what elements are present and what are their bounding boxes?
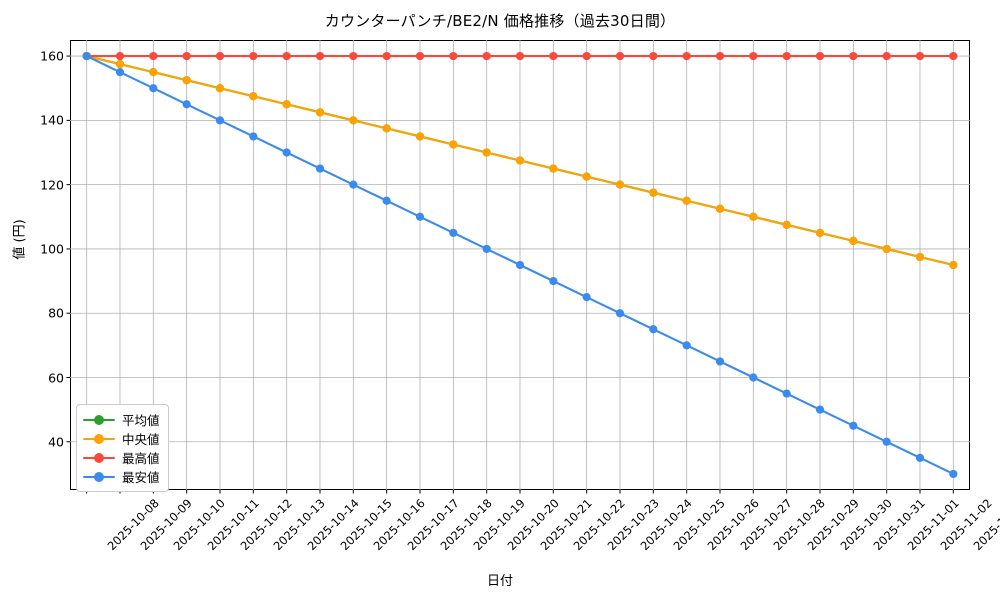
legend-item-中央値: 中央値 — [83, 429, 160, 448]
legend-item-平均値: 平均値 — [83, 410, 160, 429]
chart-legend: 平均値中央値最高値最安値 — [76, 404, 169, 492]
legend-label: 最安値 — [122, 470, 160, 485]
legend-marker-icon — [83, 451, 115, 465]
legend-marker-icon — [83, 432, 115, 446]
chart-title: カウンターパンチ/BE2/N 価格推移（過去30日間） — [324, 12, 676, 30]
legend-marker-icon — [83, 413, 115, 427]
legend-label: 中央値 — [122, 432, 160, 447]
legend-label: 平均値 — [122, 413, 160, 428]
y-tick-label: 140 — [40, 112, 64, 128]
y-tick-label: 100 — [40, 241, 64, 257]
y-tick-label: 60 — [48, 370, 64, 385]
y-tick-label: 40 — [48, 434, 64, 450]
y-tick-label: 80 — [48, 305, 64, 321]
y-tick-label: 120 — [40, 177, 64, 193]
y-tick-label: 160 — [40, 48, 64, 64]
legend-marker-icon — [83, 470, 115, 484]
legend-label: 最高値 — [122, 451, 160, 466]
legend-item-最高値: 最高値 — [83, 448, 160, 467]
legend-item-最安値: 最安値 — [83, 467, 160, 486]
y-axis-tick-labels: 40 60 80 100 120 140 160 — [20, 0, 64, 600]
x-axis-label: 日付 — [486, 574, 513, 589]
